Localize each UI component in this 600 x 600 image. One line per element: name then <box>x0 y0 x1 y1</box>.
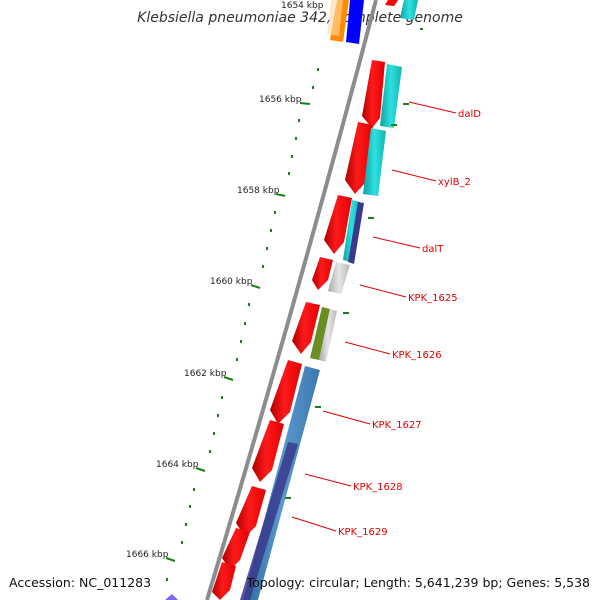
gene-label-KPK_1626: KPK_1626 <box>392 350 442 361</box>
tick-label: 1664 kbp <box>156 460 199 470</box>
cds-arrow <box>312 257 333 290</box>
right-green-marks <box>285 28 423 499</box>
cds-arrow <box>222 528 250 570</box>
gene-labels: dalD xylB_2 dalT KPK_1625 KPK_1626 KPK_1… <box>338 109 481 538</box>
top-features <box>327 0 418 44</box>
cds-arrow <box>270 360 302 424</box>
gray-band <box>328 262 350 294</box>
ruler-minor-ticks <box>166 68 319 581</box>
genome-summary-text: Topology: circular; Length: 5,641,239 bp… <box>246 575 590 590</box>
accession-text: Accession: NC_011283 <box>9 575 152 590</box>
tick-label: 1654 kbp <box>281 1 324 11</box>
annotation-bands <box>240 64 402 600</box>
map-title: Klebsiella pneumoniae 342, complete geno… <box>137 10 463 26</box>
tick-label: 1666 kbp <box>126 550 169 560</box>
ruler-major-ticks <box>165 102 311 562</box>
cds-arrow <box>324 195 352 254</box>
navy-band <box>348 202 364 264</box>
gray-band <box>319 309 337 362</box>
tick-label: 1658 kbp <box>237 186 280 196</box>
teal-band <box>380 64 402 128</box>
red-feature-top <box>385 0 398 6</box>
light-feature <box>327 0 343 36</box>
tick-label: 1662 kbp <box>184 369 227 379</box>
gene-label-KPK_1625: KPK_1625 <box>408 293 458 304</box>
cds-arrow <box>212 562 236 600</box>
gene-leader-lines <box>291 101 457 532</box>
gene-label-KPK_1629: KPK_1629 <box>338 527 388 538</box>
teal-feature-top <box>400 0 418 20</box>
blue-feature <box>346 0 364 44</box>
tick-label: 1656 kbp <box>259 95 302 105</box>
gene-label-dalT: dalT <box>422 244 444 255</box>
gene-label-KPK_1628: KPK_1628 <box>353 482 403 493</box>
gene-label-KPK_1627: KPK_1627 <box>372 420 422 431</box>
ruler-labels: 1654 kbp 1656 kbp 1658 kbp 1660 kbp 1662… <box>126 1 324 560</box>
navy-band <box>240 442 298 600</box>
gene-label-dalD: dalD <box>458 109 481 120</box>
cds-arrow <box>362 60 385 128</box>
purple-marker <box>165 594 178 600</box>
genome-backbone <box>205 0 378 600</box>
olive-band <box>310 307 330 360</box>
gene-label-xylB_2: xylB_2 <box>438 177 471 188</box>
cds-arrow <box>252 420 284 482</box>
forward-cds <box>212 60 385 600</box>
cds-arrow <box>292 302 320 354</box>
cds-arrow <box>236 486 266 537</box>
teal-band <box>363 128 386 196</box>
tick-label: 1660 kbp <box>210 277 253 287</box>
